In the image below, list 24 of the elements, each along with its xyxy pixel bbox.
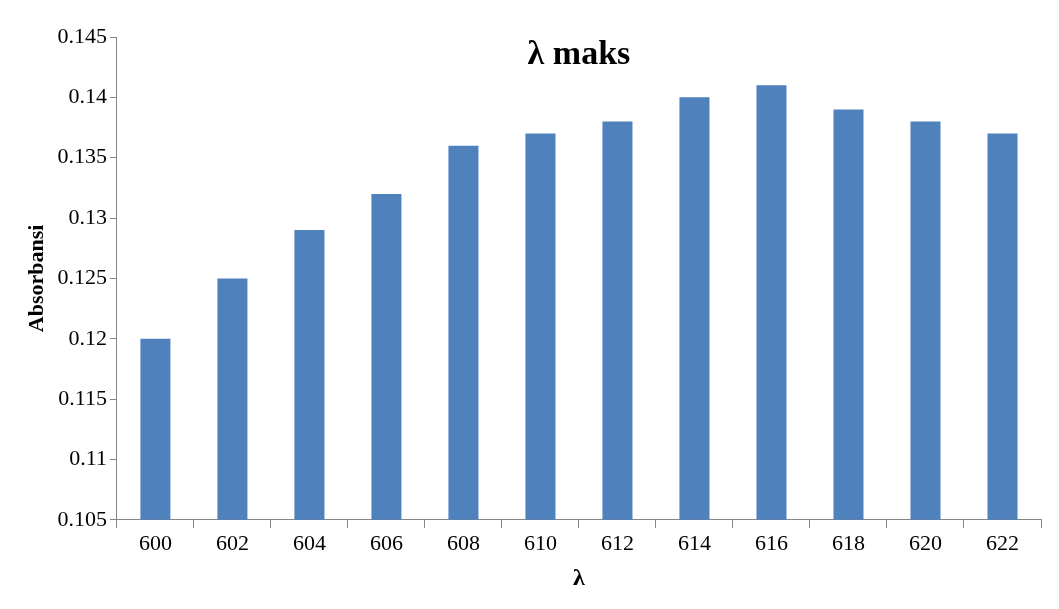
y-tick-label: 0.145: [57, 22, 107, 48]
x-tick-label: 606: [369, 529, 403, 555]
y-tick-label: 0.12: [68, 324, 107, 350]
x-tick-label: 610: [523, 529, 557, 555]
x-axis-title: λ: [573, 563, 586, 590]
x-tick-label: 604: [292, 529, 326, 555]
y-tick-label: 0.115: [58, 384, 107, 410]
y-tick-label: 0.11: [69, 445, 107, 471]
x-tick-label: 614: [677, 529, 711, 555]
x-tick-label: 602: [215, 529, 249, 555]
x-tick-label: 620: [908, 529, 942, 555]
chart-title: λ maks: [527, 33, 631, 71]
y-tick-label: 0.125: [57, 264, 107, 290]
x-tick-label: 612: [600, 529, 634, 555]
y-tick-label: 0.13: [68, 203, 107, 229]
x-tick-label: 618: [831, 529, 865, 555]
x-tick-label: 616: [754, 529, 788, 555]
x-tick-label: 600: [138, 529, 172, 555]
x-tick-label: 608: [446, 529, 480, 555]
y-tick-label: 0.105: [57, 505, 107, 531]
x-tick-label: 622: [986, 529, 1019, 555]
y-tick-label: 0.14: [68, 83, 107, 109]
y-axis-title: Absorbansi: [22, 224, 48, 333]
y-tick-label: 0.135: [57, 143, 107, 169]
